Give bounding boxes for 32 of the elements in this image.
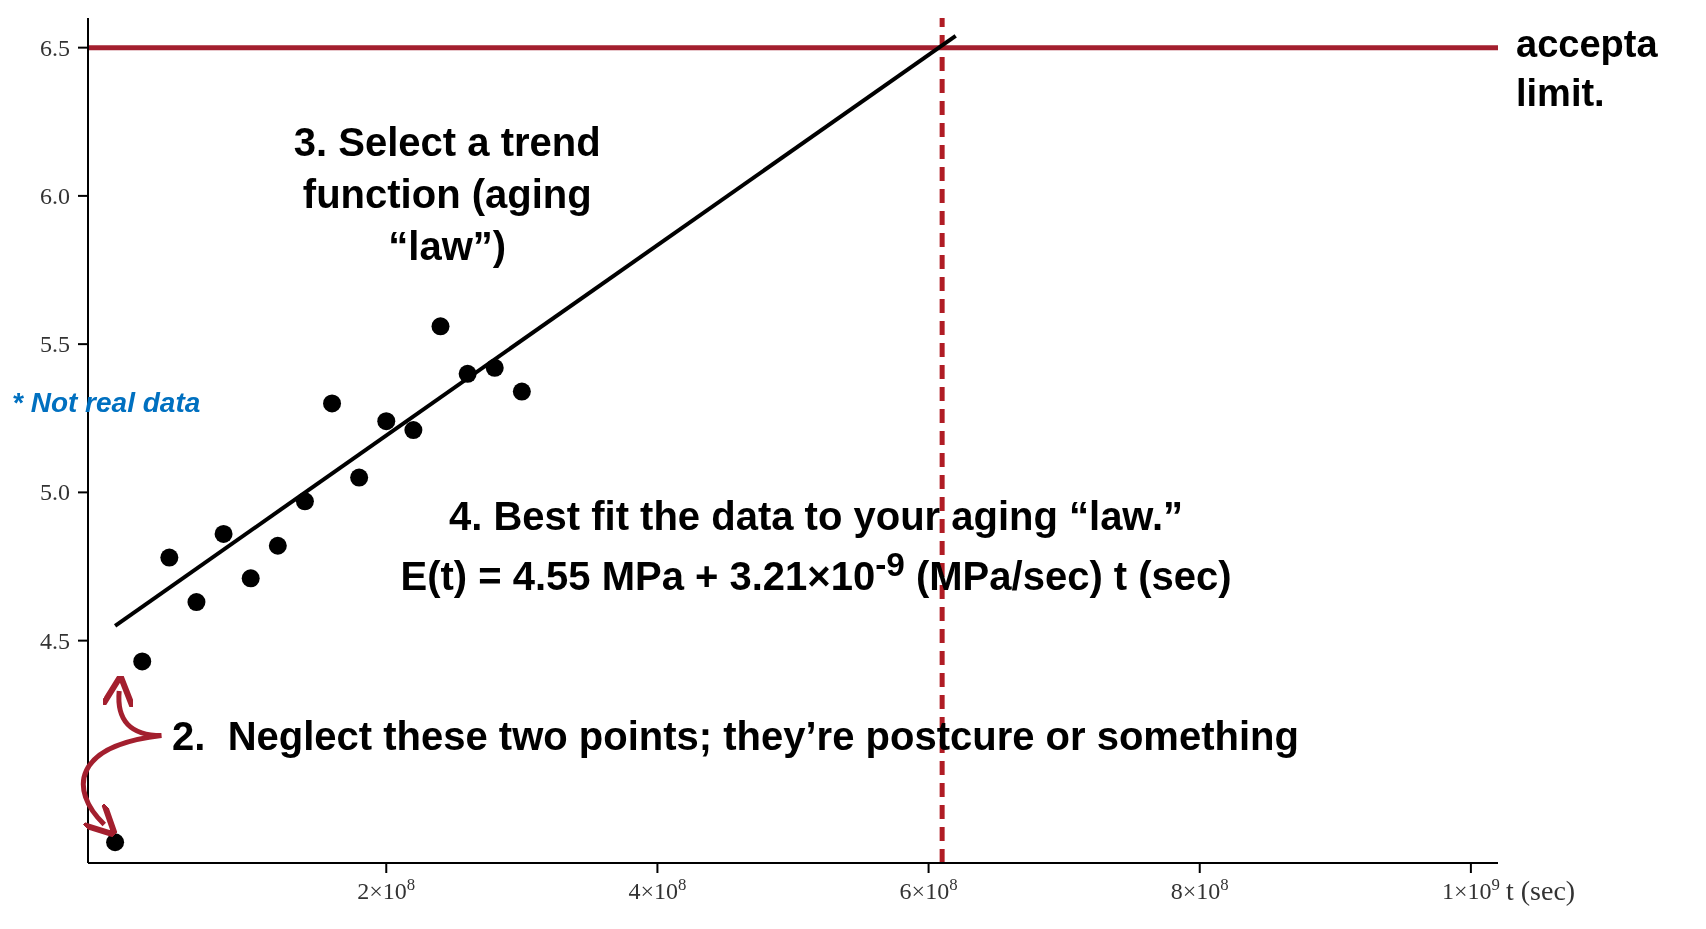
point (458, 364, 477, 383)
x-tick-label: 2×10$^{8}$ (357, 874, 416, 904)
y-tick-label: 6.0 (40, 182, 70, 209)
point (106, 833, 125, 852)
annotation: 4. Best fit the data to your aging “law.” (447, 493, 1185, 541)
y-tick-label: 4.5 (40, 627, 70, 654)
point (160, 548, 179, 567)
x-axis-title: t (sec) (1506, 875, 1576, 907)
annotation: 2. Neglect these two points; they’re postcure or something (172, 712, 1299, 760)
point (431, 317, 450, 336)
point (485, 358, 504, 377)
ref-line-label: accepta limit. (1516, 21, 1659, 117)
annotation: 3. Select a trend function (aging “law”) (292, 118, 602, 270)
x-tick-label: 1×10$^{9}$ (1441, 874, 1500, 904)
point (187, 593, 206, 612)
x-tick-label: 8×10$^{8}$ (1170, 874, 1229, 904)
point (404, 421, 423, 440)
point (512, 382, 531, 401)
annotation: E(t) = 4.55 MPa + 3.21×10$^{-9}$ (MPa/sec) t (sec) (399, 545, 1233, 601)
point (295, 492, 314, 511)
point (241, 569, 260, 588)
x-tick-label: 6×10$^{8}$ (899, 874, 958, 904)
point (133, 652, 152, 671)
x-tick-label: 4×10$^{8}$ (628, 874, 687, 904)
y-tick-label: 5.0 (40, 479, 70, 506)
point (377, 412, 396, 431)
y-tick-label: 6.5 (40, 34, 70, 61)
y-tick-label: 5.5 (40, 331, 70, 358)
point (214, 524, 233, 543)
point (350, 468, 369, 487)
point (268, 536, 287, 555)
point (323, 394, 342, 413)
